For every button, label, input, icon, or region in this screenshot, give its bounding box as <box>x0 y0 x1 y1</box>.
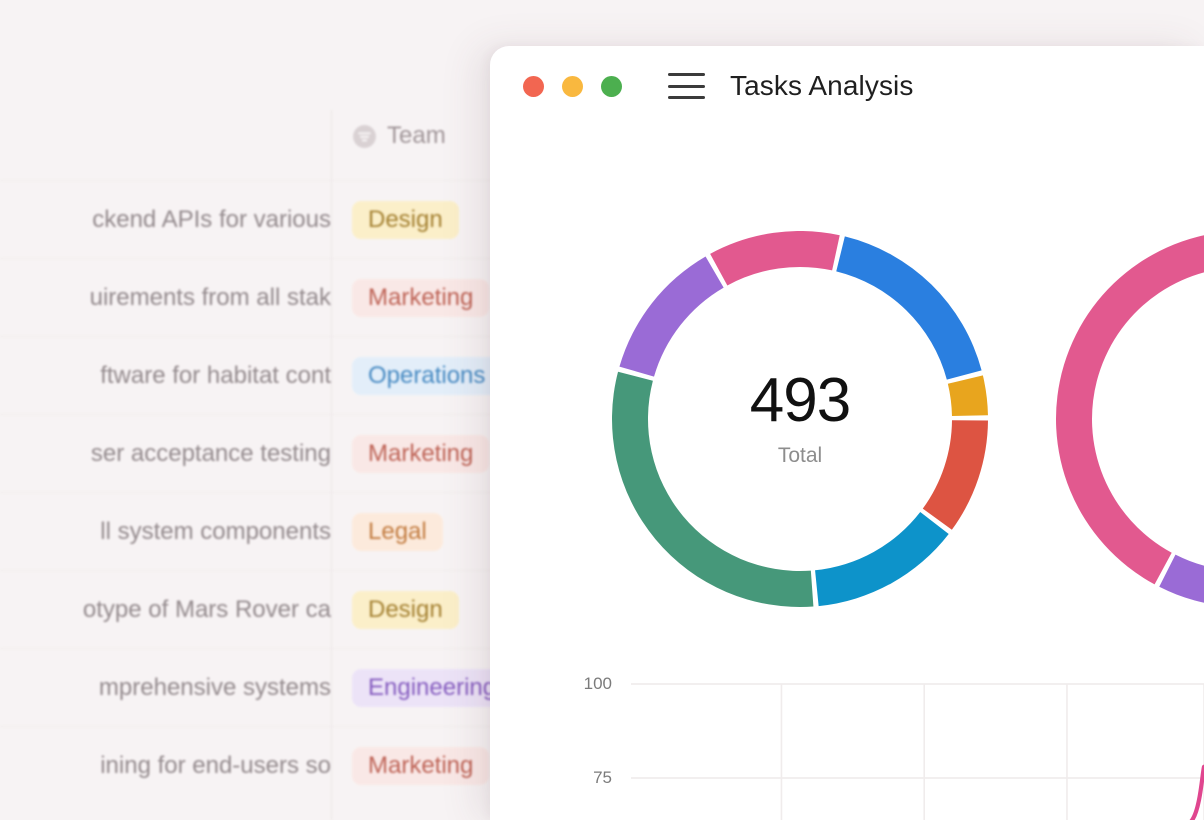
table-header-team[interactable]: Team <box>352 122 446 150</box>
table-cell-task: ckend APIs for various <box>92 205 331 233</box>
donut-segment-pink[interactable] <box>710 231 840 286</box>
table-column-divider <box>331 110 332 820</box>
donut-svg-total <box>612 231 988 607</box>
donut-segment-orange[interactable] <box>947 375 988 417</box>
table-row[interactable]: ckend APIs for various Design <box>0 180 560 258</box>
donut-segment-light-blue[interactable] <box>815 511 949 607</box>
donut-svg-secondary <box>1056 231 1204 607</box>
table-cell-team-badge[interactable]: Marketing <box>352 278 490 317</box>
table-row[interactable]: otype of Mars Rover ca Design <box>0 570 560 648</box>
tasks-analysis-window: Tasks Analysis 493 Total 1 100 75 <box>490 46 1204 820</box>
maximize-button[interactable] <box>601 75 622 97</box>
table-cell-task: ll system components <box>100 517 331 545</box>
filter-icon <box>353 124 376 148</box>
line-chart-svg <box>631 683 1204 820</box>
table-row[interactable]: ftware for habitat cont Operations <box>0 336 560 414</box>
donut-segment-pink[interactable] <box>1056 231 1204 585</box>
donut-segment-purple[interactable] <box>1159 483 1204 607</box>
table-cell-task: mprehensive systems <box>98 673 331 701</box>
table-cell-team-badge[interactable]: Design <box>352 590 459 629</box>
table-cell-team-badge[interactable]: Operations <box>352 356 502 395</box>
table-row[interactable]: uirements from all stak Marketing <box>0 258 560 336</box>
donut-chart-total[interactable]: 493 Total <box>612 231 988 607</box>
table-cell-task: uirements from all stak <box>89 283 331 311</box>
traffic-lights <box>523 75 622 97</box>
table-cell-task: otype of Mars Rover ca <box>82 595 331 623</box>
line-chart[interactable]: 100 75 <box>490 626 1204 820</box>
table-cell-team-badge[interactable]: Legal <box>352 512 443 551</box>
donut-segment-green[interactable] <box>612 371 814 607</box>
page-title: Tasks Analysis <box>730 70 914 101</box>
y-axis-tick-100: 100 <box>583 674 612 693</box>
donut-charts-row: 493 Total 1 <box>490 126 1204 626</box>
donut-segment-red[interactable] <box>922 420 988 530</box>
table-cell-team-badge[interactable]: Design <box>352 200 459 239</box>
table-row[interactable]: ser acceptance testing Marketing <box>0 414 560 492</box>
minimize-button[interactable] <box>562 75 583 97</box>
table-row[interactable]: ll system components Legal <box>0 492 560 570</box>
table-cell-team-badge[interactable]: Marketing <box>352 434 490 473</box>
chart-gridlines <box>631 683 1204 820</box>
background-task-table: Team ckend APIs for various Design uiremen… <box>0 0 560 820</box>
window-titlebar: Tasks Analysis <box>490 46 1204 126</box>
table-row[interactable]: ining for end-users so Marketing <box>0 726 560 804</box>
table-row[interactable]: mprehensive systems Engineering <box>0 648 560 726</box>
close-button[interactable] <box>523 75 544 97</box>
y-axis-tick-75: 75 <box>593 768 612 787</box>
table-cell-team-badge[interactable]: Marketing <box>352 746 490 785</box>
donut-chart-secondary[interactable]: 1 <box>1056 231 1204 607</box>
donut-segment-purple[interactable] <box>619 256 724 377</box>
table-cell-task: ser acceptance testing <box>90 439 331 467</box>
donut-segment-blue[interactable] <box>836 236 982 380</box>
hamburger-icon[interactable] <box>668 73 705 99</box>
line-series-0[interactable] <box>633 764 1204 820</box>
chart-series <box>633 764 1204 820</box>
table-cell-task: ining for end-users so <box>100 751 331 779</box>
table-cell-task: ftware for habitat cont <box>100 361 331 389</box>
table-cell-team-badge[interactable]: Engineering <box>352 668 513 707</box>
table-header-team-label: Team <box>387 122 446 149</box>
